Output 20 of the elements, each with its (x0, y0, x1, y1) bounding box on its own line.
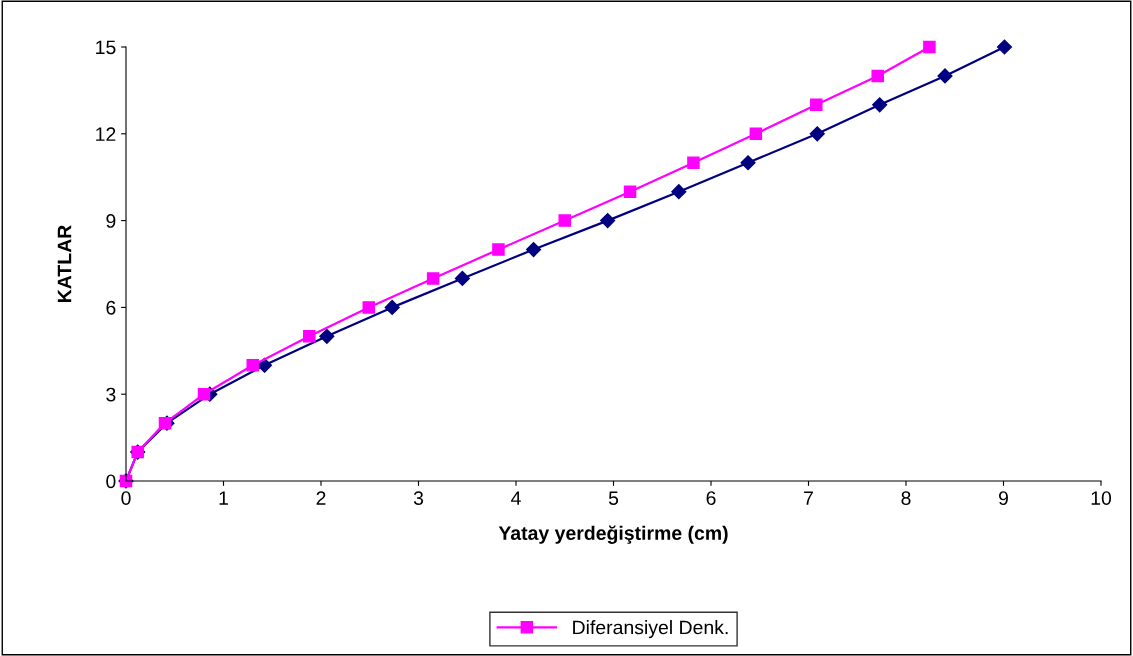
x-tick-label: 0 (121, 491, 131, 505)
x-tick-label: 3 (413, 491, 424, 505)
x-tick-label: 7 (804, 491, 813, 505)
x-tick-label: 9 (999, 491, 1008, 505)
y-tick-label: 12 (96, 127, 116, 141)
x-tick-label: 4 (511, 491, 521, 505)
y-tick-label: 3 (106, 387, 116, 402)
y-axis-title: KATLAR (57, 225, 72, 302)
x-tick-label: 10 (1091, 491, 1112, 505)
y-tick-label: 6 (106, 300, 116, 315)
legend-label: Diferansiyel Denk. (573, 620, 728, 639)
x-tick-label: 1 (219, 491, 228, 505)
x-tick-label: 2 (316, 491, 326, 505)
y-tick-label: 0 (106, 474, 116, 489)
x-tick-label: 6 (706, 491, 716, 505)
x-tick-label: 8 (901, 491, 911, 505)
x-axis-title: Yatay yerdeğiştirme (cm) (498, 525, 728, 544)
y-tick-label: 9 (106, 214, 116, 228)
x-tick-label: 5 (608, 491, 619, 505)
y-tick-label: 15 (96, 40, 116, 55)
